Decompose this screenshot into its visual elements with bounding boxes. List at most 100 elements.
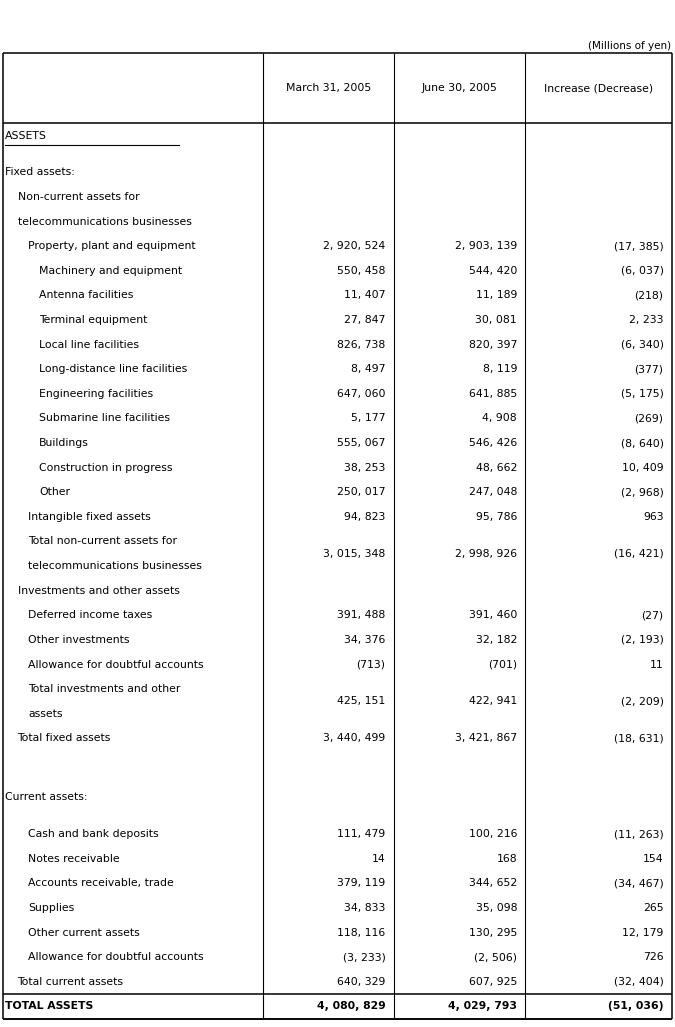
Text: telecommunications businesses: telecommunications businesses bbox=[28, 561, 202, 571]
Text: 12, 179: 12, 179 bbox=[622, 927, 664, 938]
Text: 2, 903, 139: 2, 903, 139 bbox=[455, 241, 517, 252]
Text: Allowance for doubtful accounts: Allowance for doubtful accounts bbox=[28, 952, 204, 962]
Text: 544, 420: 544, 420 bbox=[468, 266, 517, 276]
Text: Buildings: Buildings bbox=[39, 439, 89, 448]
Text: 168: 168 bbox=[496, 853, 517, 864]
Text: Accounts receivable, trade: Accounts receivable, trade bbox=[28, 878, 174, 888]
Text: (16, 421): (16, 421) bbox=[614, 548, 664, 559]
Text: 4, 029, 793: 4, 029, 793 bbox=[448, 1001, 517, 1012]
Text: Allowance for doubtful accounts: Allowance for doubtful accounts bbox=[28, 659, 204, 670]
Text: Total investments and other: Total investments and other bbox=[28, 684, 181, 694]
Text: (218): (218) bbox=[634, 291, 664, 301]
Text: 641, 885: 641, 885 bbox=[469, 389, 517, 398]
Text: 422, 941: 422, 941 bbox=[469, 696, 517, 707]
Text: 379, 119: 379, 119 bbox=[338, 878, 385, 888]
Text: Cash and bank deposits: Cash and bank deposits bbox=[28, 829, 159, 839]
Text: (11, 263): (11, 263) bbox=[614, 829, 664, 839]
Text: 4, 908: 4, 908 bbox=[483, 414, 517, 423]
Text: 11, 189: 11, 189 bbox=[476, 291, 517, 301]
Text: (Millions of yen): (Millions of yen) bbox=[589, 41, 672, 51]
Text: Total current assets: Total current assets bbox=[18, 977, 124, 987]
Text: 265: 265 bbox=[643, 903, 664, 913]
Text: 3, 015, 348: 3, 015, 348 bbox=[323, 548, 385, 559]
Text: 30, 081: 30, 081 bbox=[475, 315, 517, 326]
Text: 607, 925: 607, 925 bbox=[468, 977, 517, 987]
Text: Intangible fixed assets: Intangible fixed assets bbox=[28, 511, 151, 522]
Text: (27): (27) bbox=[641, 610, 664, 620]
Text: (6, 340): (6, 340) bbox=[620, 340, 664, 349]
Text: 5, 177: 5, 177 bbox=[351, 414, 385, 423]
Text: 100, 216: 100, 216 bbox=[468, 829, 517, 839]
Text: (51, 036): (51, 036) bbox=[608, 1001, 664, 1012]
Text: (2, 506): (2, 506) bbox=[474, 952, 517, 962]
Text: 344, 652: 344, 652 bbox=[469, 878, 517, 888]
Text: Engineering facilities: Engineering facilities bbox=[39, 389, 153, 398]
Text: 38, 253: 38, 253 bbox=[344, 463, 385, 472]
Text: Submarine line facilities: Submarine line facilities bbox=[39, 414, 170, 423]
Text: 3, 440, 499: 3, 440, 499 bbox=[323, 733, 385, 744]
Text: (2, 193): (2, 193) bbox=[620, 635, 664, 645]
Text: 94, 823: 94, 823 bbox=[344, 511, 385, 522]
Text: Current assets:: Current assets: bbox=[5, 793, 88, 802]
Text: Local line facilities: Local line facilities bbox=[39, 340, 139, 349]
Text: (713): (713) bbox=[356, 659, 385, 670]
Text: 391, 488: 391, 488 bbox=[338, 610, 385, 620]
Text: (377): (377) bbox=[634, 365, 664, 374]
Text: 550, 458: 550, 458 bbox=[337, 266, 385, 276]
Text: 2, 920, 524: 2, 920, 524 bbox=[323, 241, 385, 252]
Text: Construction in progress: Construction in progress bbox=[39, 463, 173, 472]
Text: Property, plant and equipment: Property, plant and equipment bbox=[28, 241, 196, 252]
Text: 27, 847: 27, 847 bbox=[344, 315, 385, 326]
Text: 826, 738: 826, 738 bbox=[338, 340, 385, 349]
Text: 247, 048: 247, 048 bbox=[468, 487, 517, 497]
Text: 647, 060: 647, 060 bbox=[337, 389, 385, 398]
Text: Other current assets: Other current assets bbox=[28, 927, 140, 938]
Text: Terminal equipment: Terminal equipment bbox=[39, 315, 148, 326]
Text: TOTAL ASSETS: TOTAL ASSETS bbox=[5, 1001, 94, 1012]
Text: (6, 037): (6, 037) bbox=[620, 266, 664, 276]
Text: (2, 209): (2, 209) bbox=[620, 696, 664, 707]
Text: Other: Other bbox=[39, 487, 70, 497]
Text: 8, 497: 8, 497 bbox=[351, 365, 385, 374]
Text: 130, 295: 130, 295 bbox=[468, 927, 517, 938]
Text: 3, 421, 867: 3, 421, 867 bbox=[455, 733, 517, 744]
Text: 118, 116: 118, 116 bbox=[338, 927, 385, 938]
Text: 640, 329: 640, 329 bbox=[337, 977, 385, 987]
Text: 2, 998, 926: 2, 998, 926 bbox=[455, 548, 517, 559]
Text: (5, 175): (5, 175) bbox=[620, 389, 664, 398]
Text: 11: 11 bbox=[650, 659, 664, 670]
Text: Total fixed assets: Total fixed assets bbox=[18, 733, 111, 744]
Text: (701): (701) bbox=[488, 659, 517, 670]
Text: Notes receivable: Notes receivable bbox=[28, 853, 120, 864]
Text: Supplies: Supplies bbox=[28, 903, 75, 913]
Text: Total non-current assets for: Total non-current assets for bbox=[28, 536, 178, 546]
Text: Long-distance line facilities: Long-distance line facilities bbox=[39, 365, 188, 374]
Text: Increase (Decrease): Increase (Decrease) bbox=[544, 83, 653, 93]
Text: 95, 786: 95, 786 bbox=[476, 511, 517, 522]
Text: 34, 376: 34, 376 bbox=[344, 635, 385, 645]
Text: Fixed assets:: Fixed assets: bbox=[5, 167, 76, 178]
Text: (34, 467): (34, 467) bbox=[614, 878, 664, 888]
Text: (269): (269) bbox=[634, 414, 664, 423]
Text: 111, 479: 111, 479 bbox=[338, 829, 385, 839]
Text: 2, 233: 2, 233 bbox=[629, 315, 664, 326]
Text: March 31, 2005: March 31, 2005 bbox=[286, 83, 371, 93]
Text: 555, 067: 555, 067 bbox=[337, 439, 385, 448]
Text: 48, 662: 48, 662 bbox=[476, 463, 517, 472]
Text: 8, 119: 8, 119 bbox=[483, 365, 517, 374]
Text: 32, 182: 32, 182 bbox=[476, 635, 517, 645]
Text: Investments and other assets: Investments and other assets bbox=[18, 585, 180, 596]
Text: (3, 233): (3, 233) bbox=[342, 952, 385, 962]
Text: 391, 460: 391, 460 bbox=[468, 610, 517, 620]
Text: (32, 404): (32, 404) bbox=[614, 977, 664, 987]
Text: 250, 017: 250, 017 bbox=[337, 487, 385, 497]
Text: Machinery and equipment: Machinery and equipment bbox=[39, 266, 182, 276]
Text: 34, 833: 34, 833 bbox=[344, 903, 385, 913]
Text: (17, 385): (17, 385) bbox=[614, 241, 664, 252]
Text: 11, 407: 11, 407 bbox=[344, 291, 385, 301]
Text: 14: 14 bbox=[372, 853, 385, 864]
Text: Deferred income taxes: Deferred income taxes bbox=[28, 610, 153, 620]
Text: 963: 963 bbox=[643, 511, 664, 522]
Text: 4, 080, 829: 4, 080, 829 bbox=[317, 1001, 385, 1012]
Text: 154: 154 bbox=[643, 853, 664, 864]
